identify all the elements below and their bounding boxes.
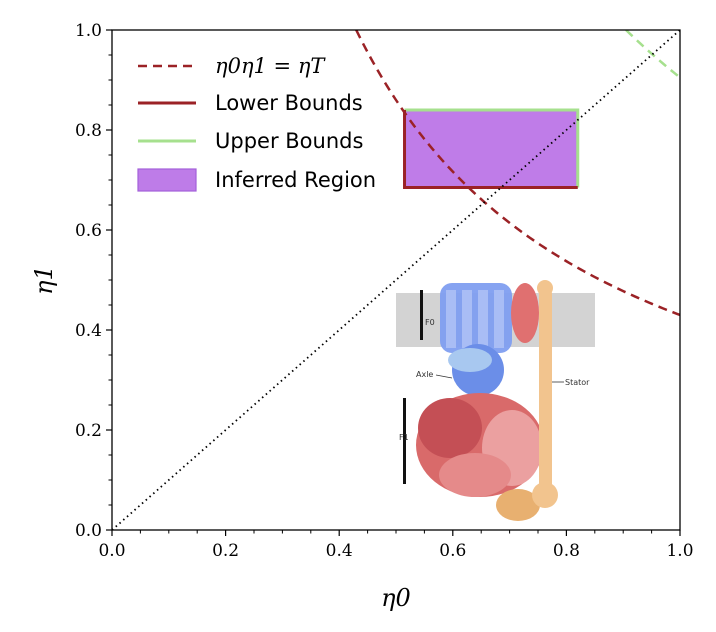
inset-label-stator: Stator: [565, 378, 590, 387]
legend-label-lower: Lower Bounds: [215, 91, 363, 115]
x-tick-label: 1.0: [666, 541, 693, 561]
x-tick-label: 0.8: [553, 541, 580, 561]
x-axis-label: η0: [381, 584, 411, 612]
upper-bounds-rect: [404, 108, 580, 188]
lower-bounds-rect: [403, 110, 578, 189]
upper-bound-curve: [624, 30, 680, 79]
axes: 0.0 0.2 0.4 0.6 0.8 1.0 0.0 0.2 0.4 0.6 0.8 1.0 η0 η1: [30, 21, 694, 612]
legend-label-region: Inferred Region: [215, 168, 376, 192]
legend-label-upper: Upper Bounds: [215, 129, 363, 153]
y-tick-label: 0.6: [75, 221, 102, 241]
diagonal-line: [112, 30, 680, 530]
legend-swatch-region: [137, 168, 197, 192]
y-tick-label: 1.0: [75, 21, 102, 41]
x-tick-label: 0.2: [212, 541, 239, 561]
x-tick-label: 0.0: [98, 541, 125, 561]
y-tick-label: 0.8: [75, 121, 102, 141]
legend-label-product: η0η1 = ηT: [215, 54, 326, 78]
x-tick-label: 0.4: [326, 541, 353, 561]
inferred-region: [404, 110, 578, 188]
product-curve: [355, 30, 680, 317]
inset-label-axle: Axle: [416, 370, 433, 379]
chart-marks: [112, 30, 680, 530]
y-tick-label: 0.0: [75, 521, 102, 541]
inset-label-f1: F1: [399, 433, 409, 442]
x-tick-label: 0.6: [439, 541, 466, 561]
legend: η0η1 = ηT Lower Bounds Upper Bounds Inferre…: [137, 54, 376, 192]
atp-synthase-inset: F0 Axle Stator F1: [396, 280, 595, 521]
y-tick-label: 0.2: [75, 421, 102, 441]
y-tick-label: 0.4: [75, 321, 102, 341]
inset-label-f0: F0: [425, 318, 435, 327]
plot-area: [112, 30, 680, 530]
y-axis-label: η1: [30, 265, 58, 295]
